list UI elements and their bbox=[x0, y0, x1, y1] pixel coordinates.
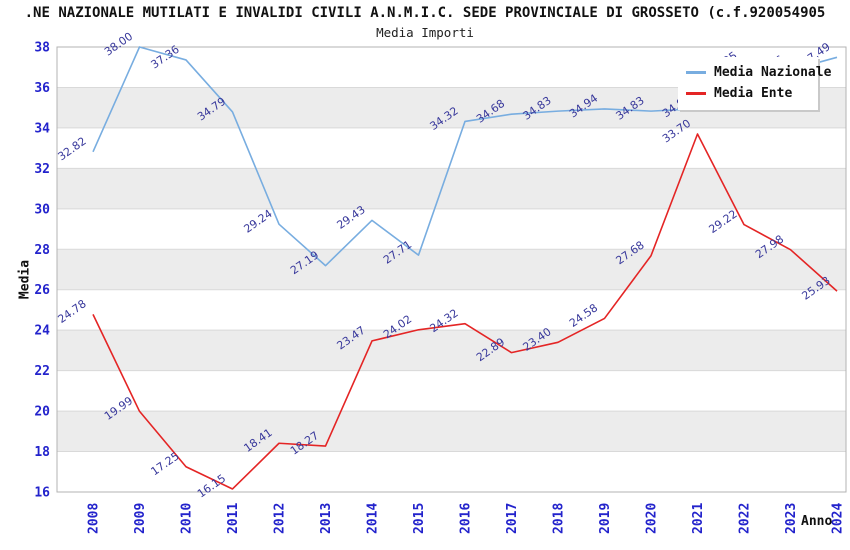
x-tick-label: 2014 bbox=[366, 503, 381, 534]
plot-border bbox=[56, 46, 847, 493]
x-tick-label: 2015 bbox=[412, 503, 427, 534]
x-tick-label: 2023 bbox=[784, 503, 799, 534]
y-tick-label: 32 bbox=[34, 162, 50, 177]
data-point-label: 24.78 bbox=[55, 297, 88, 326]
grid-band bbox=[57, 168, 846, 209]
x-tick-label: 2019 bbox=[598, 503, 613, 534]
y-tick-label: 38 bbox=[34, 41, 50, 56]
x-tick-label: 2016 bbox=[459, 503, 474, 534]
y-tick-label: 18 bbox=[34, 445, 50, 460]
x-tick-label: 2011 bbox=[226, 503, 241, 534]
y-tick-label: 24 bbox=[34, 324, 50, 339]
x-tick-label: 2010 bbox=[180, 503, 195, 534]
y-tick-label: 22 bbox=[34, 364, 50, 379]
x-tick-label: 2020 bbox=[645, 503, 660, 534]
grid-band bbox=[57, 411, 846, 452]
y-tick-label: 16 bbox=[34, 486, 50, 501]
data-point-label: 29.24 bbox=[241, 207, 274, 236]
data-point-label: 16.15 bbox=[195, 472, 228, 501]
data-point-label: 32.82 bbox=[55, 135, 88, 164]
x-tick-label: 2017 bbox=[505, 503, 520, 534]
x-tick-label: 2021 bbox=[691, 503, 706, 534]
legend-label: Media Nazionale bbox=[714, 65, 832, 80]
x-tick-label: 2009 bbox=[133, 503, 148, 534]
y-tick-label: 20 bbox=[34, 405, 50, 420]
x-axis-title: Anno bbox=[801, 514, 833, 529]
legend-line-swatch-red bbox=[686, 92, 706, 95]
x-tick-label: 2022 bbox=[738, 503, 753, 534]
legend-label: Media Ente bbox=[714, 86, 793, 101]
data-point-label: 24.58 bbox=[567, 301, 600, 330]
y-tick-label: 26 bbox=[34, 283, 50, 298]
data-point-label: 17.25 bbox=[148, 450, 181, 479]
data-point-label: 38.00 bbox=[102, 30, 135, 59]
x-tick-label: 2013 bbox=[319, 503, 334, 534]
x-tick-label: 2012 bbox=[273, 503, 288, 534]
y-axis-title: Media bbox=[17, 259, 33, 300]
legend-box: Media Nazionale Media Ente bbox=[678, 57, 831, 110]
series-line-media-ente bbox=[92, 133, 838, 490]
chart-subtitle: Media Importi bbox=[376, 25, 474, 40]
x-tick-label: 2024 bbox=[831, 503, 846, 534]
x-tick-label: 2008 bbox=[87, 503, 102, 534]
legend-line-swatch-blue bbox=[686, 71, 706, 74]
chart-title: .NE NAZIONALE MUTILATI E INVALIDI CIVILI… bbox=[24, 5, 826, 21]
y-tick-label: 28 bbox=[34, 243, 50, 258]
legend-item-media-ente: Media Ente bbox=[686, 83, 810, 104]
grid-band bbox=[57, 330, 846, 371]
y-tick-label: 36 bbox=[34, 81, 50, 96]
x-tick-label: 2018 bbox=[552, 503, 567, 534]
data-point-label: 29.22 bbox=[706, 207, 739, 236]
y-tick-label: 34 bbox=[34, 121, 50, 136]
grid-band bbox=[57, 249, 846, 290]
y-tick-label: 30 bbox=[34, 202, 50, 217]
legend-item-media-nazionale: Media Nazionale bbox=[686, 62, 831, 83]
